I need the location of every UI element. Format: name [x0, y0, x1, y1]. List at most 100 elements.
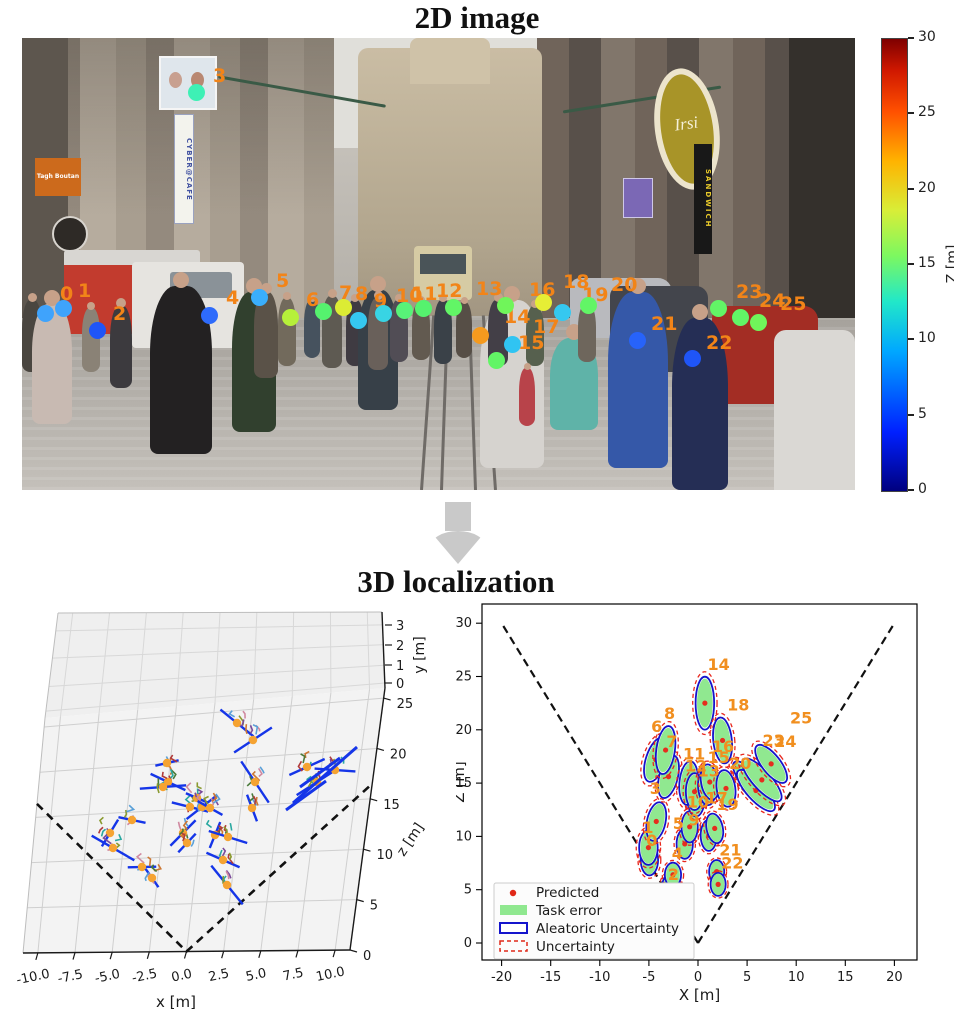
detection-dot-13	[445, 299, 462, 316]
person-number-23: 23	[762, 731, 784, 750]
person-number-16: 16	[712, 737, 734, 756]
detection-label-22: 22	[706, 332, 733, 354]
shop-sign-left: Tagh Boutan	[35, 158, 81, 196]
pedestrian-head	[308, 295, 316, 302]
person-number-11: 11	[683, 745, 705, 764]
colorbar: 0 5 10 15 20 25 30 Z [m]	[881, 29, 954, 497]
detection-label-18: 18	[563, 271, 590, 293]
person-number-1: 1	[642, 818, 653, 837]
legend-label: Uncertainty	[536, 939, 615, 955]
svg-text:-5.0: -5.0	[93, 967, 121, 987]
person-number-14: 14	[707, 655, 729, 674]
detection-label-3: 3	[213, 65, 227, 87]
svg-text:-2.5: -2.5	[131, 966, 159, 986]
person-ellipse-25	[751, 740, 792, 788]
person-number-7: 7	[666, 732, 677, 751]
pedestrian-head	[370, 276, 386, 292]
skeleton-marker	[118, 804, 146, 826]
scene-church-tower	[410, 38, 490, 84]
detection-label-13: 13	[476, 278, 503, 300]
detection-label-1: 1	[78, 280, 92, 302]
colorbar-tick	[908, 112, 914, 115]
svg-text:30: 30	[456, 616, 472, 631]
pedestrian-head	[260, 283, 272, 294]
detection-label-5: 5	[276, 270, 290, 292]
detection-dot-8	[335, 299, 352, 316]
colorbar-tick-label: 30	[918, 29, 936, 45]
pedestrian-head	[87, 302, 95, 310]
down-arrow-icon	[430, 502, 486, 564]
skeleton-marker	[150, 766, 186, 792]
billboard-face-left	[169, 72, 182, 88]
legend-label: Predicted	[536, 885, 599, 901]
colorbar-axis-label: Z [m]	[944, 244, 954, 284]
skeleton-marker	[91, 833, 135, 862]
detection-label-24: 24	[759, 290, 786, 312]
person-ellipse-18	[709, 712, 736, 769]
detection-label-23: 23	[736, 281, 763, 303]
pedestrian-head	[523, 363, 531, 370]
detection-dot-24	[732, 309, 749, 326]
colorbar-tick	[908, 187, 914, 190]
pedestrian-figure	[110, 306, 132, 388]
person-number-17: 17	[706, 788, 728, 807]
svg-text:15: 15	[837, 970, 854, 985]
pedestrian-head	[439, 294, 447, 302]
svg-text:15: 15	[456, 776, 472, 791]
svg-text:Z [m]: Z [m]	[456, 761, 468, 802]
detection-dot-7	[315, 303, 332, 320]
svg-text:0.0: 0.0	[170, 967, 193, 986]
pedestrian-figure	[254, 292, 278, 378]
svg-text:z [m]: z [m]	[394, 820, 428, 859]
detection-label-8: 8	[355, 283, 369, 305]
pedestrian-figure	[672, 318, 728, 490]
detection-dot-5	[251, 289, 268, 306]
skeleton-marker	[139, 771, 187, 794]
pedestrian-figure	[456, 302, 472, 358]
detection-dot-21	[629, 332, 646, 349]
scene-bus	[414, 246, 472, 300]
pedestrian-figure	[519, 368, 535, 426]
colorbar-tick-label: 5	[918, 405, 927, 422]
detection-dot-3	[188, 84, 205, 101]
person-number-22: 22	[721, 853, 743, 872]
person-number-5: 5	[673, 814, 684, 833]
title-2d-image: 2D image	[414, 0, 540, 35]
skeleton-marker	[208, 822, 248, 845]
detection-dot-14	[472, 327, 489, 344]
sandwich-sign: SANDWICH	[694, 144, 712, 254]
detection-dot-9	[350, 312, 367, 329]
skeleton-marker	[219, 708, 255, 738]
detection-label-21: 21	[651, 313, 678, 335]
person-number-13: 13	[698, 762, 720, 781]
colorbar-gradient	[881, 38, 908, 492]
svg-text:5: 5	[743, 970, 751, 985]
skeleton-marker	[205, 847, 241, 869]
detection-dot-25	[750, 314, 767, 331]
round-logo-sign	[52, 216, 88, 252]
svg-text:25: 25	[456, 670, 472, 685]
svg-text:-20: -20	[491, 970, 512, 985]
svg-text:-15: -15	[540, 970, 561, 985]
svg-text:0: 0	[396, 677, 404, 692]
person-number-19: 19	[716, 795, 738, 814]
svg-text:10: 10	[376, 848, 393, 863]
detection-dot-4	[201, 307, 218, 324]
detection-dot-19	[554, 304, 571, 321]
svg-text:x [m]: x [m]	[156, 993, 196, 1011]
svg-text:10.0: 10.0	[315, 964, 346, 985]
person-number-20: 20	[729, 754, 751, 773]
colorbar-tick	[908, 489, 914, 491]
skeleton-marker	[245, 793, 259, 822]
detection-label-12: 12	[436, 280, 463, 302]
plot-3d-localization: -10.0 -7.5 -5.0 -2.5 0.0 2.5 5.0 7.5 10.00510152…	[15, 611, 428, 1011]
person-number-18: 18	[727, 696, 749, 715]
pedestrian-figure	[278, 298, 296, 366]
colorbar-tick	[908, 37, 914, 39]
pedestrian-head	[283, 292, 291, 300]
pedestrian-head	[116, 298, 126, 308]
svg-text:7.5: 7.5	[282, 966, 305, 985]
